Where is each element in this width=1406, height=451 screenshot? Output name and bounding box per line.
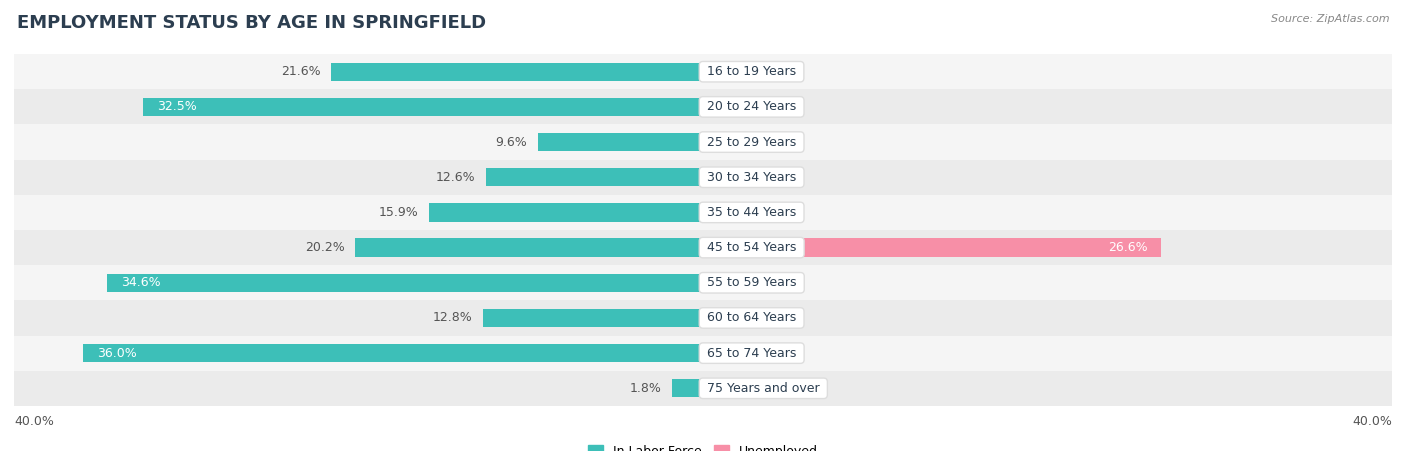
Text: 0.0%: 0.0%: [756, 312, 789, 324]
Bar: [14, 300, 1392, 336]
Bar: [703, 379, 747, 397]
Bar: [14, 160, 1392, 195]
Text: 40.0%: 40.0%: [14, 415, 53, 428]
Bar: [482, 309, 703, 327]
Text: 60 to 64 Years: 60 to 64 Years: [703, 312, 800, 324]
Bar: [703, 344, 747, 362]
Text: 25 to 29 Years: 25 to 29 Years: [703, 136, 800, 148]
Text: 55 to 59 Years: 55 to 59 Years: [703, 276, 800, 289]
Text: 12.6%: 12.6%: [436, 171, 475, 184]
Text: 75 Years and over: 75 Years and over: [703, 382, 824, 395]
Bar: [703, 63, 747, 81]
Text: 0.0%: 0.0%: [756, 206, 789, 219]
Text: 0.0%: 0.0%: [756, 347, 789, 359]
Text: 15.9%: 15.9%: [380, 206, 419, 219]
Bar: [143, 98, 703, 116]
Text: 12.8%: 12.8%: [433, 312, 472, 324]
Bar: [703, 309, 747, 327]
Text: 0.0%: 0.0%: [756, 136, 789, 148]
Text: 0.0%: 0.0%: [756, 382, 789, 395]
Text: 9.6%: 9.6%: [495, 136, 527, 148]
Text: 0.0%: 0.0%: [756, 101, 789, 113]
Text: EMPLOYMENT STATUS BY AGE IN SPRINGFIELD: EMPLOYMENT STATUS BY AGE IN SPRINGFIELD: [17, 14, 486, 32]
Bar: [703, 203, 747, 221]
Text: Source: ZipAtlas.com: Source: ZipAtlas.com: [1271, 14, 1389, 23]
Text: 1.8%: 1.8%: [630, 382, 662, 395]
Bar: [703, 274, 747, 292]
Bar: [703, 168, 747, 186]
Bar: [107, 274, 703, 292]
Text: 45 to 54 Years: 45 to 54 Years: [703, 241, 800, 254]
Bar: [14, 265, 1392, 300]
Text: 65 to 74 Years: 65 to 74 Years: [703, 347, 800, 359]
Text: 0.0%: 0.0%: [756, 276, 789, 289]
Text: 40.0%: 40.0%: [1353, 415, 1392, 428]
Bar: [672, 379, 703, 397]
Text: 20.2%: 20.2%: [305, 241, 344, 254]
Text: 35 to 44 Years: 35 to 44 Years: [703, 206, 800, 219]
Bar: [14, 371, 1392, 406]
Bar: [537, 133, 703, 151]
Bar: [330, 63, 703, 81]
Bar: [83, 344, 703, 362]
Bar: [703, 239, 1161, 257]
Text: 36.0%: 36.0%: [97, 347, 136, 359]
Text: 0.0%: 0.0%: [756, 65, 789, 78]
Legend: In Labor Force, Unemployed: In Labor Force, Unemployed: [583, 440, 823, 451]
Text: 26.6%: 26.6%: [1108, 241, 1147, 254]
Bar: [429, 203, 703, 221]
Text: 0.0%: 0.0%: [756, 171, 789, 184]
Bar: [703, 98, 747, 116]
Text: 20 to 24 Years: 20 to 24 Years: [703, 101, 800, 113]
Bar: [14, 124, 1392, 160]
Text: 30 to 34 Years: 30 to 34 Years: [703, 171, 800, 184]
Bar: [14, 230, 1392, 265]
Bar: [356, 239, 703, 257]
Bar: [14, 54, 1392, 89]
Text: 21.6%: 21.6%: [281, 65, 321, 78]
Bar: [14, 89, 1392, 124]
Bar: [703, 133, 747, 151]
Bar: [486, 168, 703, 186]
Bar: [14, 195, 1392, 230]
Bar: [14, 336, 1392, 371]
Text: 32.5%: 32.5%: [157, 101, 197, 113]
Text: 16 to 19 Years: 16 to 19 Years: [703, 65, 800, 78]
Text: 34.6%: 34.6%: [121, 276, 160, 289]
